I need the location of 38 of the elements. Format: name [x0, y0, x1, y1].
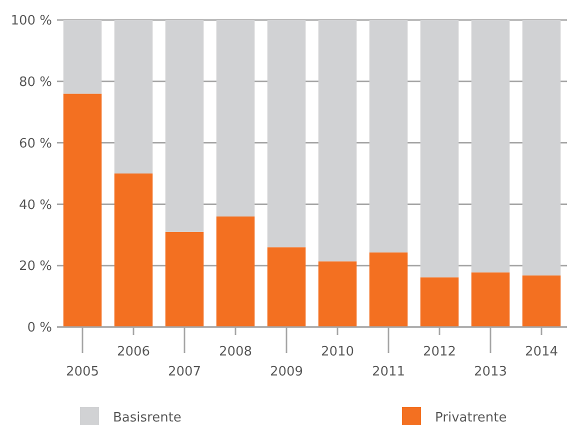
bar [522, 20, 561, 276]
bar [114, 174, 153, 327]
bar [216, 20, 255, 216]
bar [165, 232, 204, 327]
bar [471, 272, 510, 327]
bar [471, 20, 510, 272]
x-tick-label: 2007 [168, 364, 202, 380]
bar [114, 20, 153, 174]
x-tick-label: 2008 [218, 344, 252, 360]
bar [369, 20, 408, 252]
bar [63, 94, 102, 327]
bar [267, 20, 306, 248]
bar [165, 20, 204, 232]
y-tick-label: 20 % [18, 259, 52, 274]
y-tick-label: 100 % [10, 14, 52, 29]
y-tick-label: 60 % [18, 136, 52, 152]
x-tick-label: 2009 [270, 364, 304, 380]
bar [216, 216, 255, 327]
bar [318, 261, 357, 327]
bar [267, 247, 306, 327]
x-tick-label: 2005 [66, 364, 100, 380]
y-tick-label: 40 % [18, 198, 52, 213]
x-tick-label: 2011 [372, 364, 406, 380]
bar [369, 252, 408, 327]
y-tick-label: 80 % [18, 74, 52, 90]
bar [63, 20, 102, 94]
bar [522, 275, 561, 327]
x-tick-label: 2006 [116, 344, 150, 360]
x-tick-label: 2013 [474, 364, 508, 380]
x-tick-label: 2010 [320, 344, 354, 360]
x-tick-label: 2012 [422, 344, 456, 360]
bar [420, 20, 459, 278]
x-tick-label: 2014 [524, 344, 558, 360]
y-tick-label: 0 % [27, 320, 52, 336]
legend-label: Privatrente [435, 410, 507, 425]
bar [420, 277, 459, 327]
legend-label: Basisrente [113, 410, 182, 425]
bar [318, 20, 357, 262]
